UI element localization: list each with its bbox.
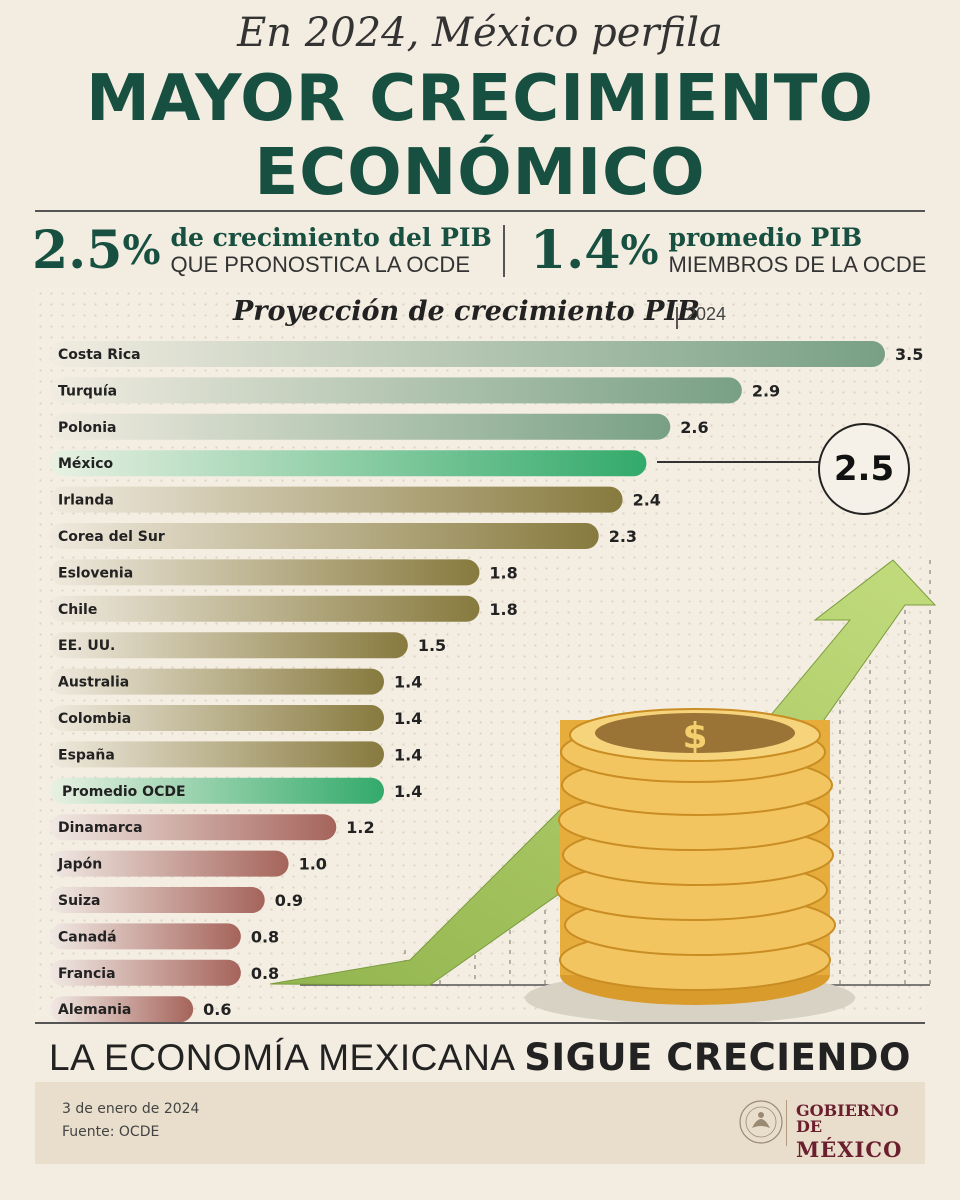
tagline: LA ECONOMÍA MEXICANA SIGUE CRECIENDO (0, 1036, 960, 1079)
bar-category-label: Turquía (58, 383, 117, 399)
bar-13 (50, 814, 337, 841)
bar-0 (50, 341, 885, 367)
bar-category-label: Promedio OCDE (62, 784, 186, 800)
bar-value-label: 1.4 (394, 745, 422, 764)
chart-title-separator (676, 307, 678, 329)
bar-3 (50, 450, 647, 477)
bar-1 (50, 377, 742, 404)
bar-value-label: 0.9 (275, 891, 303, 910)
bar-9 (50, 668, 384, 695)
bar-category-label: Irlanda (58, 493, 114, 509)
stat-left-unit: % (122, 227, 161, 274)
national-seal-icon (739, 1100, 783, 1144)
bar-value-label: 2.9 (752, 381, 780, 400)
bar-category-label: Australia (58, 675, 129, 691)
bar-value-label: 1.0 (299, 855, 327, 874)
stat-left: 2.5 % de crecimiento del PIB QUE PRONOST… (32, 220, 492, 281)
bar-category-label: México (58, 456, 114, 472)
footer-source: Fuente: OCDE (62, 1124, 160, 1140)
subtitle: En 2024, México perfila (237, 10, 723, 56)
stat-right-line1: promedio PIB (668, 223, 863, 252)
bar-category-label: Colombia (58, 711, 131, 727)
bar-category-label: EE. UU. (58, 638, 115, 654)
stat-left-text: de crecimiento del PIB QUE PRONOSTICA LA… (170, 223, 491, 278)
bar-category-label: Francia (58, 966, 116, 982)
stat-left-line1: de crecimiento del PIB (170, 223, 492, 252)
chart-year: 2024 (686, 304, 727, 324)
bottom-divider (35, 1022, 925, 1024)
dollar-sign-icon: $ (682, 716, 707, 757)
bar-category-label: Dinamarca (58, 820, 143, 836)
bar-value-label: 0.8 (251, 927, 279, 946)
stat-left-value: 2.5 (32, 220, 123, 281)
gobierno-logo: GOBIERNO DE MÉXICO (796, 1101, 914, 1162)
stat-left-line2: QUE PRONOSTICA LA OCDE (170, 252, 470, 277)
bar-value-label: 1.2 (346, 818, 374, 837)
bar-value-label: 2.4 (633, 491, 661, 510)
bar-category-label: Costa Rica (58, 347, 141, 363)
bar-17 (50, 959, 241, 986)
bar-value-label: 3.5 (895, 345, 923, 364)
bar-11 (50, 741, 384, 768)
mexico-connector-line (657, 461, 819, 463)
bar-value-label: 1.8 (489, 563, 517, 582)
bar-value-label: 1.5 (418, 636, 446, 655)
bar-5 (50, 523, 599, 549)
bar-value-label: 2.6 (680, 418, 708, 437)
logo-line-2: MÉXICO (796, 1137, 903, 1162)
coin-stack-icon (556, 708, 836, 1005)
footer-date: 3 de enero de 2024 (62, 1101, 200, 1117)
stats-divider (503, 225, 505, 277)
title-line-2: ECONÓMICO (254, 136, 706, 210)
bar-value-label: 0.6 (203, 1000, 231, 1019)
bar-category-label: España (58, 747, 115, 763)
chart-title: Proyección de crecimiento PIB (233, 296, 700, 327)
bar-value-label: 1.8 (489, 600, 517, 619)
bar-chart: Costa Rica 3.5 Turquía 2.9 Polonia 2.6 México I… (50, 341, 923, 1023)
tagline-bold: SIGUE CRECIENDO (524, 1036, 911, 1079)
stat-right-value: 1.4 (530, 220, 621, 281)
bar-value-label: 0.8 (251, 964, 279, 983)
stat-right: 1.4 % promedio PIB MIEMBROS DE LA OCDE (530, 220, 926, 281)
bar-category-label: Suiza (58, 893, 100, 909)
mexico-value-badge: 2.5 (818, 423, 910, 515)
bar-category-label: Japón (57, 857, 102, 873)
stat-right-text: promedio PIB MIEMBROS DE LA OCDE (668, 223, 926, 278)
title-line-1: MAYOR CRECIMIENTO (86, 62, 874, 136)
bar-6 (50, 559, 480, 586)
bar-16 (50, 923, 241, 950)
logo-separator (786, 1100, 787, 1146)
bar-value-label: 1.4 (394, 709, 422, 728)
bar-category-label: Alemania (58, 1002, 131, 1018)
bar-18 (50, 996, 194, 1023)
stat-right-line2: MIEMBROS DE LA OCDE (668, 252, 927, 277)
bar-12 (50, 777, 384, 804)
bar-category-label: Polonia (58, 420, 117, 436)
bar-value-label: 2.3 (609, 527, 637, 546)
logo-line-1: GOBIERNO DE (796, 1101, 899, 1136)
bar-10 (50, 705, 384, 731)
bar-15 (50, 887, 265, 913)
bar-8 (50, 632, 408, 659)
top-divider (35, 210, 925, 212)
bar-category-label: Canadá (58, 929, 117, 945)
bar-value-label: 1.4 (394, 782, 422, 801)
bar-category-label: Eslovenia (58, 565, 133, 581)
bar-category-label: Chile (58, 602, 97, 618)
bar-14 (50, 850, 289, 877)
bar-4 (50, 486, 623, 513)
stat-right-unit: % (620, 227, 659, 274)
growth-illustration: $ (269, 559, 937, 1024)
bar-2 (50, 413, 671, 440)
footer-band (35, 1082, 925, 1164)
bar-category-label: Corea del Sur (58, 529, 165, 545)
bar-value-label: 1.4 (394, 673, 422, 692)
tagline-normal: LA ECONOMÍA MEXICANA (49, 1037, 525, 1078)
bar-7 (50, 595, 480, 622)
